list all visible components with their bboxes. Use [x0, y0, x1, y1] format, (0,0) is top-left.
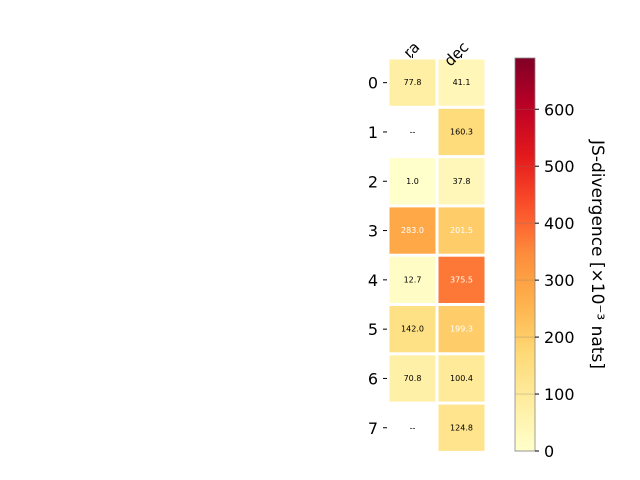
row-label: 4 [368, 271, 378, 290]
cell-value-label: 283.0 [401, 226, 424, 235]
heatmap-cell [389, 158, 436, 205]
heatmap-cell [389, 207, 436, 254]
row-label: 5 [368, 320, 378, 339]
cell-value-label: 70.8 [404, 374, 422, 383]
heatmap-cell [389, 59, 436, 106]
heatmap-cell [438, 207, 485, 254]
cell-value-label: -- [410, 127, 416, 136]
cell-value-label: 199.3 [450, 325, 473, 334]
colorbar-label: JS-divergence [×10⁻³ nats] [587, 139, 607, 369]
column-label: ra [400, 38, 424, 62]
heatmap-cell [389, 306, 436, 353]
heatmap-cell [438, 59, 485, 106]
cell-value-label: -- [410, 423, 416, 432]
row-labels: 0 1 2 3 4 5 6 7 [368, 74, 387, 438]
cell-value-label: 1.0 [406, 177, 419, 186]
colorbar-tick-label: 400 [544, 214, 575, 233]
colorbar-tick-label: 500 [544, 157, 575, 176]
cell-value-label: 12.7 [404, 275, 422, 284]
heatmap-cell [438, 158, 485, 205]
heatmap-cell [438, 256, 485, 303]
cell-value-label: 77.8 [404, 78, 422, 87]
heatmap-cell [389, 355, 436, 402]
cell-value-label: 160.3 [450, 127, 473, 136]
colorbar: 0 100 200 300 400 500 600 JS-divergence [×10⁻³… [514, 57, 607, 461]
row-label: 1 [368, 123, 378, 142]
cell-value-label: 375.5 [450, 275, 473, 284]
colorbar-tick-label: 100 [544, 385, 575, 404]
heatmap-cell [438, 108, 485, 156]
heatmap-cell [389, 256, 436, 303]
heatmap-cells: 77.8 41.1 -- 160.3 1.0 37.8 283.0 201.5 12.7 375.… [389, 59, 485, 451]
row-label: 6 [368, 369, 378, 388]
cell-value-label: 37.8 [453, 177, 471, 186]
cell-value-label: 100.4 [450, 374, 473, 383]
heatmap-cell [438, 306, 485, 353]
cell-value-label: 142.0 [401, 325, 424, 334]
row-label: 7 [368, 419, 378, 438]
row-label: 0 [368, 74, 378, 93]
heatmap-cell [438, 355, 485, 402]
cell-value-label: 41.1 [453, 78, 471, 87]
colorbar-tick-label: 0 [544, 442, 554, 461]
colorbar-tick-label: 300 [544, 271, 575, 290]
row-label: 3 [368, 222, 378, 241]
heatmap-cell [389, 404, 436, 451]
heatmap-cell [389, 108, 436, 156]
colorbar-tick-label: 200 [544, 328, 575, 347]
colorbar-tick-label: 600 [544, 100, 575, 119]
cell-value-label: 124.8 [450, 423, 473, 432]
colorbar-ticks: 0 100 200 300 400 500 600 [515, 100, 575, 461]
cell-value-label: 201.5 [450, 226, 473, 235]
row-label: 2 [368, 172, 378, 191]
colorbar-gradient [514, 57, 536, 452]
heatmap-cell [438, 404, 485, 451]
